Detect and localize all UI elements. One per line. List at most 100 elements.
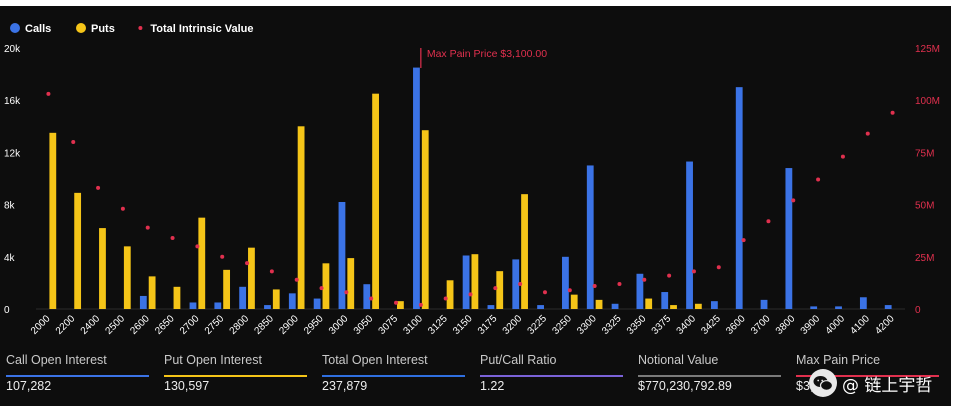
legend-label: Calls (25, 23, 51, 35)
calls-bar-3100 (413, 67, 420, 309)
x-tick-label: 2700 (178, 313, 202, 337)
calls-bar-3350 (636, 273, 644, 309)
calls-bar-2800 (239, 286, 247, 309)
x-tick-label: 2850 (252, 313, 276, 337)
intrinsic-value-point-2700 (195, 244, 200, 249)
wechat-icon (809, 369, 837, 397)
intrinsic-value-point-3050 (369, 296, 374, 301)
stat-value: 107,282 (6, 379, 52, 393)
stat-put-call-ratio: Put/Call Ratio 1.22 (474, 350, 624, 406)
x-tick-label: 3250 (550, 313, 574, 337)
calls-bar-3250 (562, 256, 569, 309)
intrinsic-value-point-3350 (642, 277, 647, 282)
calls-bar-3425 (710, 301, 718, 309)
x-tick-label: 2600 (128, 313, 152, 337)
x-tick-label: 3400 (675, 313, 699, 337)
x-tick-label: 2000 (29, 313, 53, 337)
intrinsic-value-point-3700 (766, 219, 771, 224)
x-tick-label: 3000 (327, 313, 351, 337)
puts-bar-3250 (570, 294, 578, 309)
puts-bar-3350 (645, 298, 653, 309)
x-tick-label: 3800 (774, 313, 798, 337)
x-tick-label: 3175 (476, 313, 500, 337)
intrinsic-value-point-2800 (245, 261, 250, 266)
stat-total-open-interest: Total Open Interest 237,879 (316, 350, 466, 406)
x-tick-label: 2400 (79, 313, 103, 337)
puts-bar-2850 (272, 289, 280, 309)
x-tick-label: 3225 (526, 313, 550, 337)
stat-label: Call Open Interest (6, 353, 107, 367)
intrinsic-value-point-3125 (443, 296, 448, 301)
stat-underline (6, 375, 149, 377)
calls-bar-3400 (686, 161, 693, 309)
intrinsic-value-point-3250 (567, 288, 572, 293)
calls-bar-3225 (537, 305, 544, 309)
x-tick-label: 3700 (749, 313, 773, 337)
y-right-tick-label: 25M (915, 253, 934, 264)
calls-bar-4100 (859, 297, 867, 309)
puts-bar-3075 (397, 301, 404, 309)
puts-bar-2900 (297, 126, 305, 309)
puts-bar-2800 (248, 247, 255, 309)
legend-marker-1 (76, 23, 86, 33)
calls-bar-3175 (487, 305, 495, 309)
y-right-tick-label: 75M (915, 148, 934, 159)
puts-bar-3200 (521, 194, 528, 309)
calls-bar-3800 (785, 168, 793, 309)
legend-marker-2 (138, 26, 143, 30)
puts-bar-2700 (198, 217, 206, 309)
intrinsic-value-point-3600 (741, 238, 746, 243)
intrinsic-value-point-3075 (394, 300, 399, 305)
puts-bar-2950 (322, 263, 330, 309)
x-tick-label: 3100 (401, 313, 425, 337)
intrinsic-value-point-3800 (791, 198, 796, 203)
puts-bar-3300 (595, 299, 603, 309)
intrinsic-value-point-3225 (542, 290, 547, 295)
calls-bar-3700 (760, 299, 768, 309)
intrinsic-value-point-3175 (493, 286, 498, 291)
x-tick-label: 2650 (153, 313, 177, 337)
puts-bar-2750 (223, 269, 231, 309)
calls-bar-3000 (338, 201, 346, 309)
calls-bar-3600 (735, 87, 743, 310)
stats-bar: Call Open Interest 107,282 Put Open Inte… (0, 350, 951, 406)
calls-bar-3300 (586, 165, 594, 309)
calls-bar-3900 (810, 306, 818, 309)
calls-bar-3325 (611, 303, 619, 309)
stat-label: Notional Value (638, 353, 719, 367)
stat-underline (164, 375, 307, 377)
stat-put-open-interest: Put Open Interest 130,597 (158, 350, 308, 406)
calls-bar-4000 (835, 306, 842, 309)
x-tick-label: 2750 (203, 313, 227, 337)
puts-bar-2600 (148, 276, 156, 309)
x-tick-label: 3150 (451, 313, 475, 337)
y-left-tick-label: 20k (4, 44, 21, 55)
stat-label: Put Open Interest (164, 353, 262, 367)
y-right-tick-label: 100M (915, 96, 940, 107)
intrinsic-value-point-2650 (170, 236, 175, 241)
y-right-tick-label: 50M (915, 201, 934, 212)
y-left-tick-label: 4k (4, 253, 16, 264)
x-tick-label: 3375 (650, 313, 674, 337)
intrinsic-value-point-3200 (518, 281, 523, 286)
puts-bar-2000 (49, 132, 57, 309)
stat-value: 130,597 (164, 379, 210, 393)
stat-underline (322, 375, 465, 377)
calls-bar-2750 (214, 302, 222, 309)
calls-bar-3050 (363, 284, 371, 309)
intrinsic-value-point-3150 (468, 292, 473, 297)
y-left-tick-label: 16k (4, 96, 21, 107)
stat-value: 237,879 (322, 379, 368, 393)
max-pain-annotation: Max Pain Price $3,100.00 (427, 48, 547, 60)
intrinsic-value-point-4200 (890, 110, 895, 115)
legend-marker-0 (10, 23, 20, 33)
legend-label: Total Intrinsic Value (150, 23, 253, 35)
y-left-tick-label: 8k (4, 201, 16, 212)
x-tick-label: 3050 (352, 313, 376, 337)
stat-underline (796, 375, 939, 377)
stat-value: 1.22 (480, 379, 505, 393)
stat-underline (480, 375, 623, 377)
x-tick-label: 3600 (724, 313, 748, 337)
puts-bar-2400 (99, 228, 106, 309)
intrinsic-value-point-4100 (865, 131, 870, 136)
